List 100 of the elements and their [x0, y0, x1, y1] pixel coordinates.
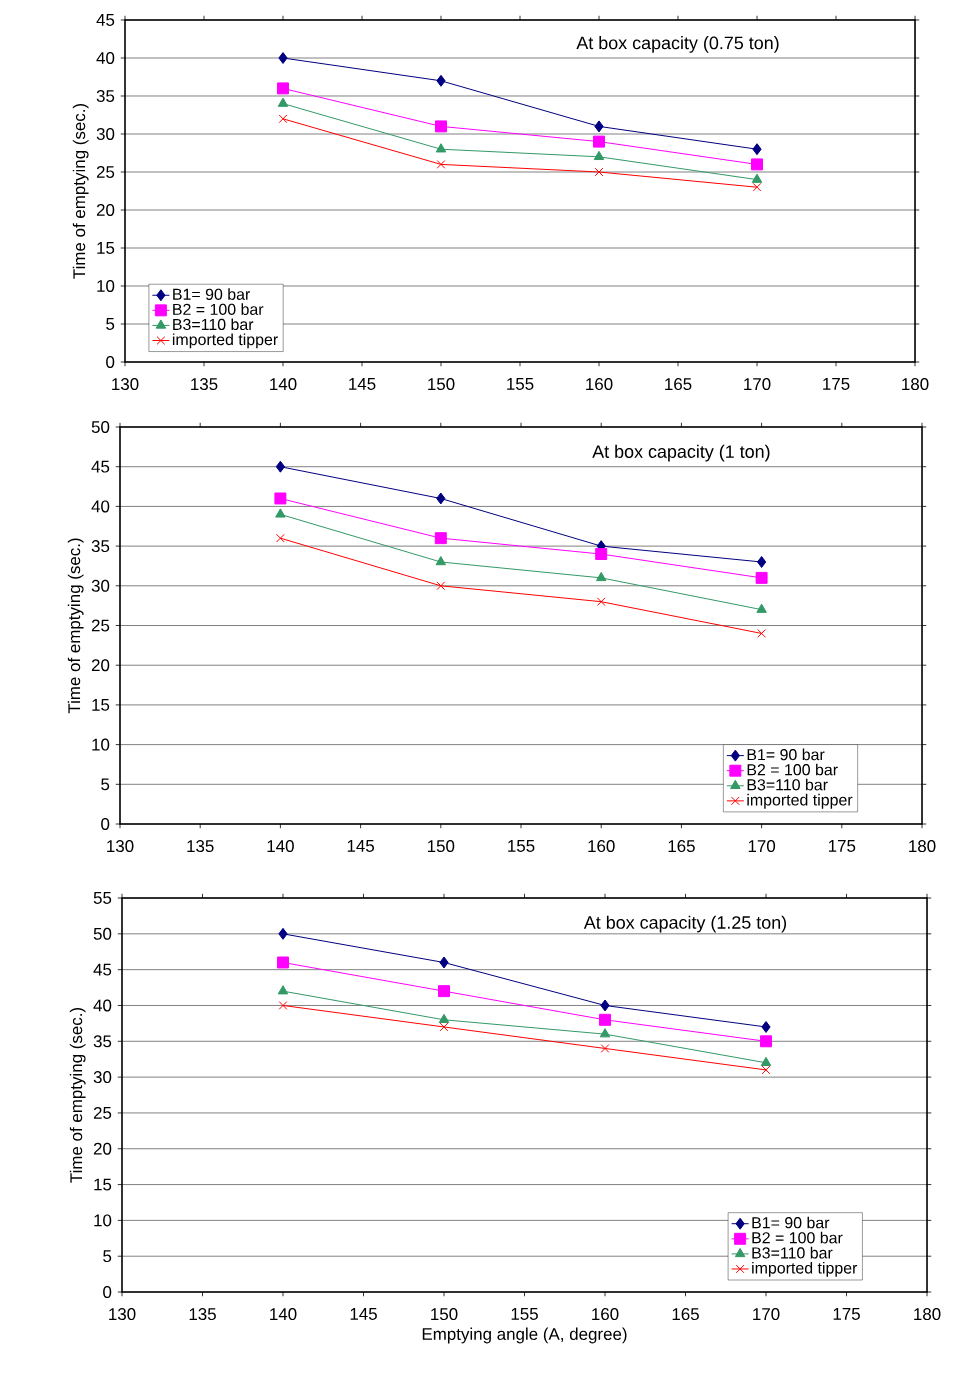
x-tick-label: 165 — [672, 1308, 699, 1321]
x-tick-label: 160 — [592, 1308, 619, 1321]
annotation: At box capacity (0.75 ton) — [576, 36, 779, 53]
point — [757, 629, 766, 638]
point — [595, 548, 608, 561]
point — [756, 603, 767, 613]
x-tick-label: 165 — [668, 840, 695, 853]
point — [435, 556, 447, 566]
y-tick-label: 15 — [94, 1178, 112, 1191]
legend-label: imported tipper — [172, 333, 278, 349]
x-tick-label: 170 — [748, 840, 776, 853]
y-tick-label: 45 — [91, 460, 110, 473]
x-tick-label: 145 — [347, 840, 375, 852]
y-axis-title: Time of emptying (sec.) — [67, 538, 84, 714]
y-tick-label: 30 — [91, 579, 110, 592]
x-tick-label: 175 — [823, 378, 850, 390]
legend-label: B3=110 bar — [752, 1246, 833, 1259]
x-tick-label: 175 — [828, 840, 856, 852]
point — [438, 1013, 450, 1024]
point — [435, 120, 447, 133]
point — [439, 1022, 449, 1032]
x-tick-label: 150 — [427, 840, 455, 853]
x-tick-label: 135 — [191, 378, 218, 391]
point — [275, 460, 286, 473]
x-tick-label: 155 — [508, 840, 535, 852]
legend-label: B2 = 100 bar — [173, 303, 264, 315]
y-tick-label: 5 — [106, 318, 115, 330]
legend-label: imported tipper — [752, 1261, 858, 1277]
point — [761, 1065, 771, 1075]
y-tick-label: 35 — [93, 1035, 112, 1048]
y-tick-label: 30 — [96, 128, 115, 140]
annotation: At box capacity (1.25 ton) — [583, 915, 787, 933]
y-tick-label: 5 — [103, 1250, 112, 1263]
x-tick-label: 160 — [588, 840, 615, 853]
point — [596, 597, 606, 607]
x-tick-label: 140 — [270, 1308, 297, 1321]
y-axis-title: Time of emptying (sec.) — [72, 103, 89, 279]
legend-label: B3=110 bar — [747, 778, 828, 791]
y-tick-label: 10 — [92, 738, 110, 751]
point — [275, 508, 286, 518]
point — [436, 492, 446, 505]
y-tick-label: 0 — [101, 818, 110, 831]
y-tick-label: 15 — [92, 699, 110, 711]
legend-label: B1= 90 bar — [752, 1216, 830, 1229]
x-tick-label: 140 — [270, 378, 297, 391]
point — [593, 150, 605, 161]
y-tick-label: 40 — [91, 500, 110, 513]
point — [600, 1044, 610, 1053]
point — [277, 985, 289, 995]
y-tick-label: 45 — [96, 14, 115, 26]
y-tick-label: 40 — [96, 52, 115, 64]
y-tick-label: 35 — [96, 90, 115, 102]
y-tick-label: 15 — [97, 242, 115, 254]
legend-label: B3=110 bar — [173, 318, 254, 331]
point — [599, 1013, 611, 1026]
point — [600, 999, 610, 1012]
y-tick-label: 0 — [106, 356, 115, 369]
x-tick-label: 170 — [753, 1308, 780, 1321]
x-tick-label: 180 — [909, 840, 936, 853]
x-tick-label: 130 — [107, 840, 134, 853]
point — [436, 581, 446, 591]
y-tick-label: 25 — [91, 619, 110, 632]
point — [278, 52, 288, 64]
point — [757, 556, 767, 568]
point — [761, 1020, 771, 1033]
y-tick-label: 20 — [93, 1142, 112, 1155]
point — [277, 956, 289, 969]
point — [593, 135, 605, 148]
x-tick-label: 180 — [902, 378, 929, 391]
point — [594, 120, 604, 133]
x-tick-label: 150 — [431, 1308, 458, 1321]
point — [434, 532, 447, 545]
point — [278, 1001, 288, 1010]
x-tick-label: 145 — [349, 378, 376, 390]
y-tick-label: 55 — [93, 892, 112, 904]
x-tick-label: 135 — [189, 1308, 216, 1321]
x-tick-label: 170 — [744, 378, 771, 391]
point — [755, 571, 768, 584]
legend-label: B2 = 100 bar — [752, 1231, 843, 1244]
point — [595, 571, 607, 582]
y-tick-label: 10 — [94, 1214, 112, 1227]
y-tick-label: 5 — [101, 778, 110, 791]
y-tick-label: 40 — [93, 999, 112, 1012]
x-tick-label: 165 — [665, 378, 692, 391]
y-tick-label: 10 — [97, 280, 115, 293]
x-tick-label: 130 — [112, 378, 139, 391]
legend-label: B1= 90 bar — [747, 748, 825, 761]
y-tick-label: 0 — [103, 1286, 112, 1299]
x-tick-label: 145 — [350, 1308, 377, 1320]
y-tick-label: 25 — [96, 166, 115, 178]
x-tick-label: 160 — [586, 378, 613, 391]
point — [439, 956, 449, 969]
point — [752, 182, 762, 192]
point — [760, 1035, 772, 1048]
y-tick-label: 35 — [91, 540, 110, 553]
y-tick-label: 25 — [93, 1106, 112, 1119]
x-axis-title: Emptying angle (A, degree) — [422, 1327, 627, 1344]
y-axis-title: Time of emptying (sec.) — [69, 1007, 86, 1183]
x-tick-label: 150 — [428, 378, 455, 391]
point — [435, 143, 447, 153]
